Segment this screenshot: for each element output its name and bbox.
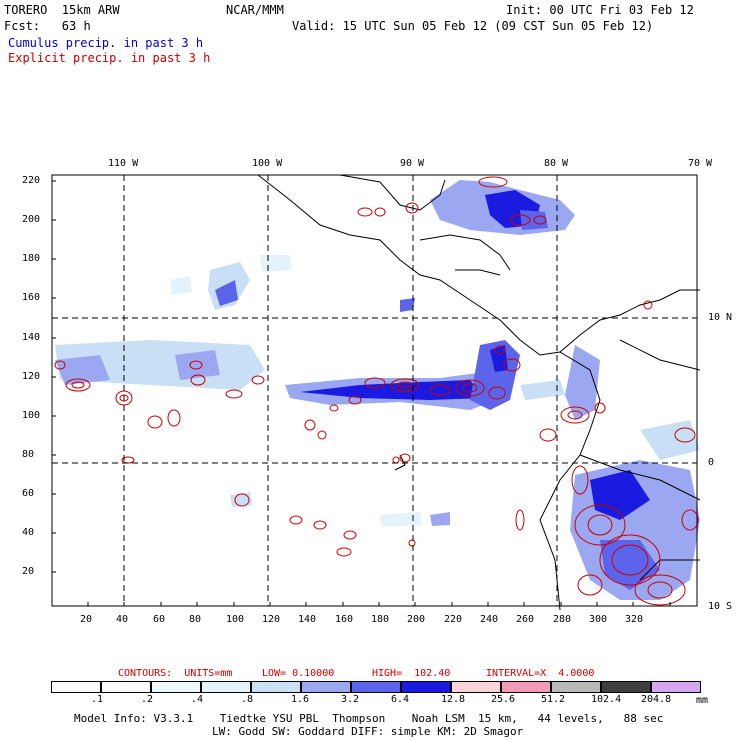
legend-swatch bbox=[251, 681, 301, 693]
legend-label: 6.4 bbox=[391, 694, 410, 705]
legend-label: 1.6 bbox=[291, 694, 310, 705]
x-tick-label: 200 bbox=[407, 614, 426, 625]
x-tick-label: 100 bbox=[226, 614, 245, 625]
lon-label: 90 W bbox=[400, 158, 425, 169]
y-tick-label: 180 bbox=[22, 253, 41, 264]
legend-swatch bbox=[201, 681, 251, 693]
model-info: Model Info: V3.3.1 Tiedtke YSU PBL Thomp… bbox=[74, 712, 664, 725]
x-tick-label: 20 bbox=[80, 614, 93, 625]
legend-label: 3.2 bbox=[341, 694, 360, 705]
legend-swatch bbox=[501, 681, 551, 693]
lon-label: 100 W bbox=[252, 158, 283, 169]
field-cumulus-label: Cumulus precip. in past 3 h bbox=[8, 36, 204, 50]
legend-swatch bbox=[151, 681, 201, 693]
legend-unit: mm bbox=[696, 695, 709, 706]
y-tick-label: 140 bbox=[22, 332, 41, 343]
y-tick-label: 20 bbox=[22, 566, 35, 577]
lon-label: 80 W bbox=[544, 158, 569, 169]
y-tick-label: 60 bbox=[22, 488, 35, 499]
x-tick-label: 320 bbox=[625, 614, 644, 625]
x-tick-label: 40 bbox=[116, 614, 129, 625]
lat-label: 0 bbox=[708, 457, 715, 468]
lat-label: 10 N bbox=[708, 312, 733, 323]
y-tick-label: 40 bbox=[22, 527, 35, 538]
x-tick-label: 120 bbox=[262, 614, 281, 625]
legend-swatch bbox=[551, 681, 601, 693]
legend-label: .2 bbox=[141, 694, 154, 705]
legend-label: 25.6 bbox=[491, 694, 516, 705]
legend-swatch bbox=[101, 681, 151, 693]
legend-label: 12.8 bbox=[441, 694, 466, 705]
lat-label: 10 S bbox=[708, 601, 733, 612]
field-explicit-label: Explicit precip. in past 3 h bbox=[8, 51, 211, 65]
legend-label: 204.8 bbox=[641, 694, 672, 705]
axis-ticks bbox=[52, 180, 671, 606]
x-tick-label: 260 bbox=[516, 614, 535, 625]
map-frame bbox=[51, 174, 698, 607]
x-tick-label: 180 bbox=[371, 614, 390, 625]
center-name: NCAR/MMM bbox=[226, 3, 284, 17]
legend-swatch bbox=[401, 681, 451, 693]
x-tick-label: 80 bbox=[189, 614, 202, 625]
x-tick-label: 300 bbox=[589, 614, 608, 625]
legend-label: 51.2 bbox=[541, 694, 566, 705]
contour-low: LOW= 0.10000 bbox=[262, 668, 335, 679]
legend-swatch bbox=[601, 681, 651, 693]
lon-label: 70 W bbox=[688, 158, 713, 169]
y-tick-label: 200 bbox=[22, 214, 41, 225]
y-tick-label: 160 bbox=[22, 292, 41, 303]
legend-label: 102.4 bbox=[591, 694, 622, 705]
lon-label: 110 W bbox=[108, 158, 139, 169]
contour-interval: INTERVAL=X 4.0000 bbox=[486, 668, 595, 679]
model-name: TORERO 15km ARW bbox=[4, 3, 120, 17]
legend-swatch bbox=[301, 681, 351, 693]
cumulus-precip-shading bbox=[55, 180, 700, 600]
x-tick-label: 220 bbox=[444, 614, 463, 625]
x-tick-label: 160 bbox=[335, 614, 354, 625]
coastlines bbox=[257, 174, 701, 611]
x-tick-label: 280 bbox=[553, 614, 572, 625]
contour-units: CONTOURS: UNITS=mm bbox=[118, 668, 233, 679]
y-tick-label: 100 bbox=[22, 410, 41, 421]
legend-swatch bbox=[351, 681, 401, 693]
legend-swatch bbox=[651, 681, 701, 693]
valid-time: Valid: 15 UTC Sun 05 Feb 12 (09 CST Sun … bbox=[292, 19, 654, 33]
graticule bbox=[52, 175, 697, 606]
forecast-hour: Fcst: 63 h bbox=[4, 19, 91, 33]
contour-high: HIGH= 102.40 bbox=[372, 668, 451, 679]
y-tick-label: 220 bbox=[22, 175, 41, 186]
legend-label: .8 bbox=[241, 694, 254, 705]
legend-label: .1 bbox=[91, 694, 104, 705]
init-time: Init: 00 UTC Fri 03 Feb 12 bbox=[506, 3, 694, 17]
legend-swatch bbox=[451, 681, 501, 693]
legend-swatch bbox=[51, 681, 101, 693]
y-tick-label: 80 bbox=[22, 449, 35, 460]
legend-label: .4 bbox=[191, 694, 204, 705]
x-tick-label: 240 bbox=[480, 614, 499, 625]
x-tick-label: 60 bbox=[153, 614, 166, 625]
y-tick-label: 120 bbox=[22, 371, 41, 382]
x-tick-label: 140 bbox=[298, 614, 317, 625]
physics-info: LW: Godd SW: Goddard DIFF: simple KM: 2D… bbox=[212, 725, 524, 738]
